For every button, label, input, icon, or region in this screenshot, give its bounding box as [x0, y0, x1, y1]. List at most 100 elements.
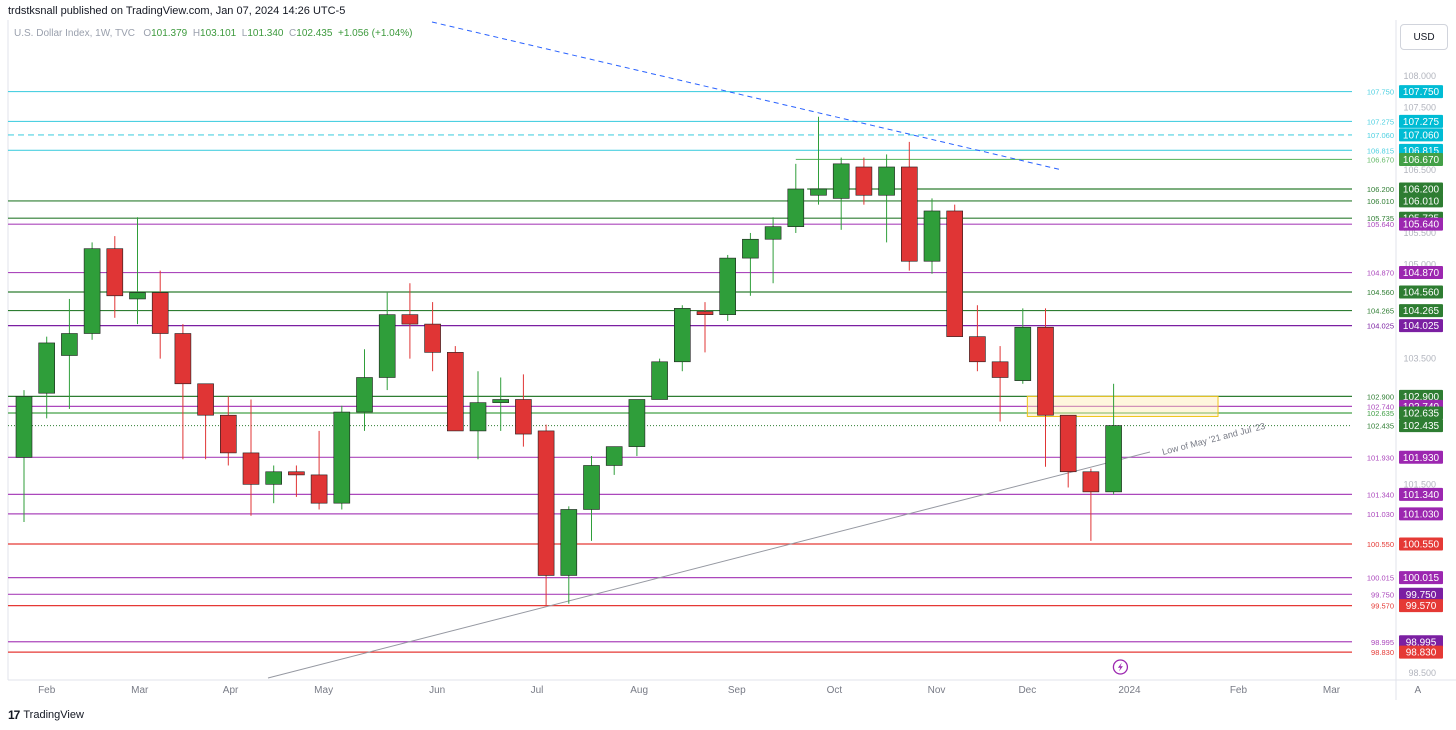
candle-body — [310, 474, 328, 504]
candle — [242, 399, 260, 516]
candle — [969, 305, 986, 372]
candle-body — [515, 399, 532, 435]
candle-body — [832, 163, 850, 199]
level-line-label: 100.550 — [1367, 540, 1394, 549]
level-price-badge-label: 100.550 — [1403, 540, 1440, 551]
price-tick-label: 98.500 — [1408, 668, 1436, 678]
level-line-label: 98.995 — [1371, 638, 1394, 647]
level-price-badge-label: 106.200 — [1403, 184, 1440, 195]
candle — [446, 346, 464, 432]
level-price-badge-label: 99.570 — [1406, 601, 1437, 612]
symbol-legend: U.S. Dollar Index, 1W, TVC O101.379 H103… — [14, 28, 413, 39]
level-line-label: 99.750 — [1371, 590, 1394, 599]
candle-body — [719, 257, 737, 315]
candle-body — [38, 342, 56, 394]
candle-body — [129, 292, 146, 300]
candle-body — [1037, 326, 1054, 416]
time-tick-label: Mar — [1323, 685, 1341, 696]
candle — [583, 456, 600, 541]
candle-body — [492, 399, 510, 403]
level-line-label: 104.870 — [1367, 269, 1394, 278]
level-line-label: 102.900 — [1367, 392, 1394, 401]
level-price-badge-label: 102.635 — [1403, 409, 1440, 420]
tradingview-brand: TradingView — [23, 709, 84, 721]
candle — [742, 232, 759, 296]
candle-body — [242, 452, 260, 485]
candle — [61, 298, 78, 409]
time-tick-label: 2024 — [1118, 685, 1141, 696]
level-line-label: 104.025 — [1367, 322, 1394, 331]
candle — [991, 346, 1009, 422]
level-line-label: 101.340 — [1367, 490, 1394, 499]
price-tick-label: 108.000 — [1403, 71, 1436, 81]
level-price-badge — [1399, 114, 1443, 128]
candle-body — [1059, 414, 1077, 473]
candle — [696, 302, 714, 353]
candle — [764, 217, 782, 284]
candle-body — [787, 188, 805, 227]
level-price-badge-label: 106.670 — [1403, 155, 1440, 166]
level-price-badge-label: 102.435 — [1403, 421, 1440, 432]
candle-body — [583, 465, 600, 510]
candle — [38, 336, 56, 419]
candle-body — [900, 166, 918, 262]
candle-body — [15, 396, 33, 458]
open-value: 101.379 — [151, 28, 188, 39]
flash-glyph-icon — [1117, 662, 1123, 672]
candle — [900, 141, 918, 271]
candle-body — [628, 399, 646, 447]
level-price-badge-label: 101.930 — [1403, 453, 1440, 464]
level-price-badge-label: 104.265 — [1403, 306, 1440, 317]
candle-body — [265, 471, 283, 485]
level-price-badge-label: 104.025 — [1403, 321, 1440, 332]
candle-body — [288, 471, 305, 476]
time-tick-label: Apr — [223, 685, 239, 696]
price-tick-label: 106.500 — [1403, 165, 1436, 175]
time-tick-label: Oct — [827, 685, 843, 696]
candle-body — [61, 333, 78, 356]
currency-button[interactable]: USD — [1400, 24, 1448, 50]
candle-body — [651, 361, 668, 400]
publisher-caption: trdstksnall published on TradingView.com… — [8, 5, 346, 17]
candle-body — [1105, 425, 1122, 493]
price-tick-label: 101.500 — [1403, 479, 1436, 489]
candle — [1037, 308, 1054, 467]
level-price-badge — [1399, 217, 1443, 231]
tradingview-footer: 17 TradingView — [8, 708, 84, 722]
level-price-badge-label: 101.030 — [1403, 509, 1440, 520]
candle — [378, 292, 396, 391]
candle — [151, 270, 169, 359]
candle — [129, 217, 146, 325]
level-price-badge-label: 107.060 — [1403, 130, 1440, 141]
level-line-label: 106.200 — [1367, 185, 1394, 194]
candle — [651, 358, 668, 400]
level-price-badge-label: 104.870 — [1403, 268, 1440, 279]
level-price-badge — [1399, 152, 1443, 166]
candle — [855, 157, 873, 205]
candle-body — [378, 314, 396, 378]
candle — [356, 349, 373, 431]
level-line-label: 101.930 — [1367, 453, 1394, 462]
time-tick-label: Mar — [131, 685, 149, 696]
candle — [310, 430, 328, 510]
candle-body — [742, 238, 759, 259]
level-price-badge-label: 105.640 — [1403, 220, 1440, 231]
symbol-name: U.S. Dollar Index, 1W, TVC — [14, 28, 135, 39]
level-price-badge — [1399, 645, 1443, 659]
level-price-badge — [1399, 487, 1443, 501]
open-label: O — [143, 28, 152, 39]
price-tick-label: 105.500 — [1403, 228, 1436, 238]
high-label: H — [192, 28, 201, 39]
candle-body — [991, 361, 1009, 378]
candle — [628, 399, 646, 457]
candle — [424, 302, 441, 372]
time-tick-label: Jul — [531, 685, 544, 696]
level-price-badge — [1399, 319, 1443, 333]
candle — [1082, 468, 1100, 541]
level-line-label: 102.435 — [1367, 422, 1394, 431]
candle-body — [220, 414, 237, 454]
time-tick-label: Aug — [630, 685, 648, 696]
level-price-badge-label: 101.340 — [1403, 490, 1440, 501]
candle — [15, 390, 33, 523]
